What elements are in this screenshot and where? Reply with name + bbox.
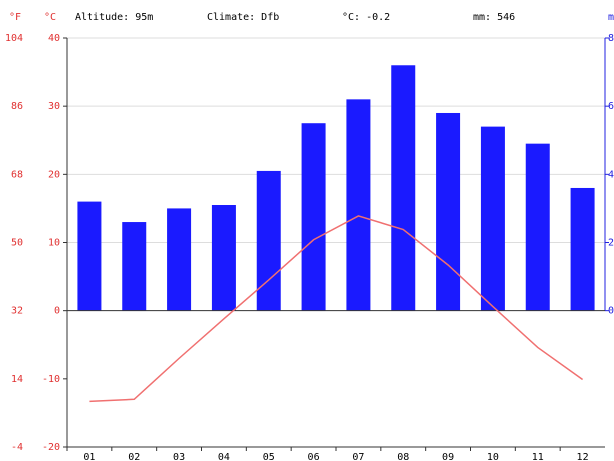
y-tick-label: 40 — [48, 33, 60, 44]
altitude: Altitude: 95m — [75, 12, 153, 23]
precip-bar — [525, 143, 550, 311]
total-precip: mm: 546 — [473, 12, 515, 23]
mm-label: mm — [608, 12, 614, 23]
y-tick-label-f: 50 — [11, 238, 23, 249]
y-tick-label: -10 — [42, 374, 60, 385]
y2-tick-label: 40 — [608, 169, 614, 180]
y-tick-label-f: 32 — [11, 306, 23, 317]
x-tick-label: 05 — [263, 452, 275, 461]
precip-bar — [570, 187, 595, 311]
x-tick-label: 06 — [308, 452, 320, 461]
y-tick-label: 0 — [54, 306, 60, 317]
x-tick-label: 10 — [487, 452, 499, 461]
mean-temp: °C: -0.2 — [342, 12, 390, 23]
climate: Climate: Dfb — [207, 12, 279, 23]
x-tick-label: 09 — [442, 452, 454, 461]
y-tick-label: 10 — [48, 238, 60, 249]
precip-bar — [301, 123, 326, 311]
y-tick-label-f: 14 — [11, 374, 23, 385]
y2-tick-label: 60 — [608, 101, 614, 112]
precip-bar — [346, 99, 371, 311]
x-tick-label: 03 — [173, 452, 185, 461]
precip-bar — [122, 222, 147, 311]
y-tick-label-f: 104 — [5, 33, 23, 44]
x-tick-label: 01 — [83, 452, 95, 461]
y-tick-label: 20 — [48, 169, 60, 180]
celsius-label: °C — [44, 12, 56, 23]
temp-line — [89, 215, 584, 403]
x-tick-label: 08 — [397, 452, 409, 461]
x-tick-label: 11 — [532, 452, 544, 461]
y2-tick-label: 0 — [608, 306, 614, 317]
y-tick-label: 30 — [48, 101, 60, 112]
precip-bar — [211, 205, 236, 311]
precip-bar — [436, 112, 461, 311]
fahrenheit-label: °F — [9, 12, 21, 23]
y2-tick-label: 20 — [608, 238, 614, 249]
x-tick-label: 02 — [128, 452, 140, 461]
x-tick-label: 07 — [352, 452, 364, 461]
x-tick-label: 04 — [218, 452, 230, 461]
y2-tick-label: 80 — [608, 33, 614, 44]
y-tick-label-f: -4 — [11, 442, 23, 453]
y-tick-label-f: 86 — [11, 101, 23, 112]
precip-bar — [391, 65, 416, 311]
y-tick-label: -20 — [42, 442, 60, 453]
x-tick-label: 12 — [577, 452, 589, 461]
precip-bar — [256, 170, 281, 311]
precip-bar — [167, 208, 192, 311]
y-tick-label-f: 68 — [11, 169, 23, 180]
precip-bar — [77, 201, 102, 311]
precip-bar — [480, 126, 505, 311]
